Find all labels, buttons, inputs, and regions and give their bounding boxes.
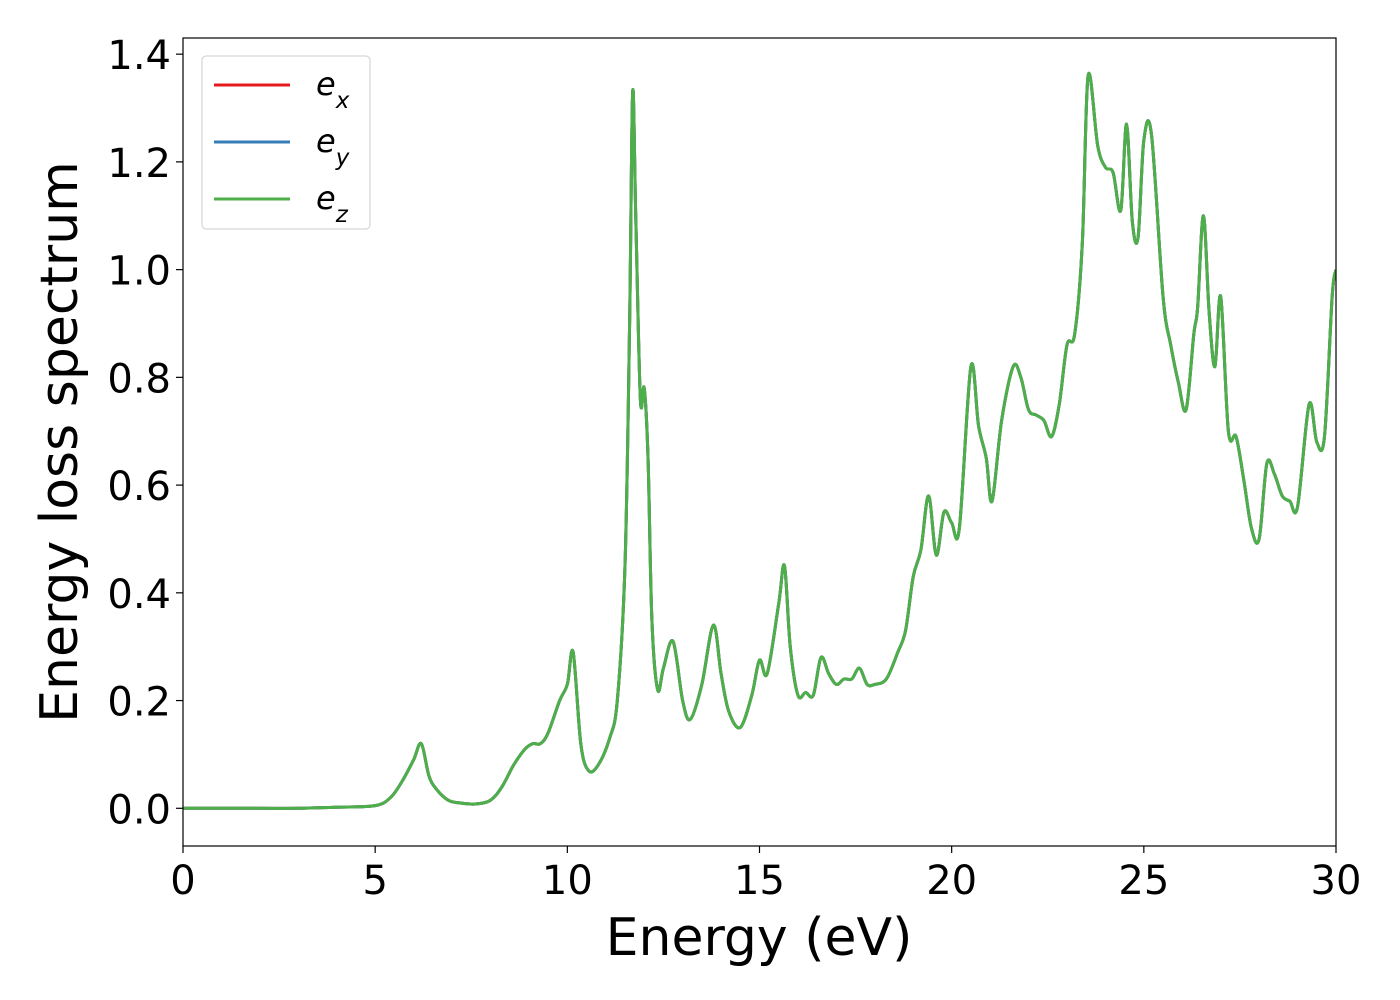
legend-label: ex [316, 65, 350, 114]
legend-label: ey [316, 122, 350, 171]
x-tick-label: 25 [1118, 858, 1169, 904]
x-tick-label: 15 [734, 858, 785, 904]
x-axis-label: Energy (eV) [606, 908, 913, 968]
y-tick-label: 0.2 [107, 680, 171, 726]
legend: ex ey ez [201, 55, 371, 230]
y-axis-label: Energy loss spectrum [30, 161, 90, 723]
y-tick-label: 0.8 [107, 356, 171, 402]
y-tick-label: 0.0 [107, 787, 171, 833]
x-tick-label: 5 [362, 858, 387, 904]
y-tick-label: 1.2 [107, 141, 171, 187]
y-tick-label: 0.6 [107, 464, 171, 510]
plot-lines [183, 71, 1336, 810]
x-tick-label: 30 [1311, 858, 1362, 904]
legend-items: ex ey ez [214, 65, 350, 228]
y-axis-ticks: 0.0 0.2 0.4 0.6 0.8 1.0 1.2 1.4 [107, 33, 183, 833]
y-tick-label: 1.4 [107, 33, 171, 79]
series-line-e-z [183, 71, 1336, 810]
x-tick-label: 10 [542, 858, 593, 904]
x-axis-ticks: 0 5 10 15 20 25 30 [170, 846, 1361, 904]
x-tick-label: 20 [926, 858, 977, 904]
x-tick-label: 0 [170, 858, 195, 904]
y-tick-label: 1.0 [107, 249, 171, 295]
legend-label: ez [316, 179, 349, 228]
y-tick-label: 0.4 [107, 572, 171, 618]
